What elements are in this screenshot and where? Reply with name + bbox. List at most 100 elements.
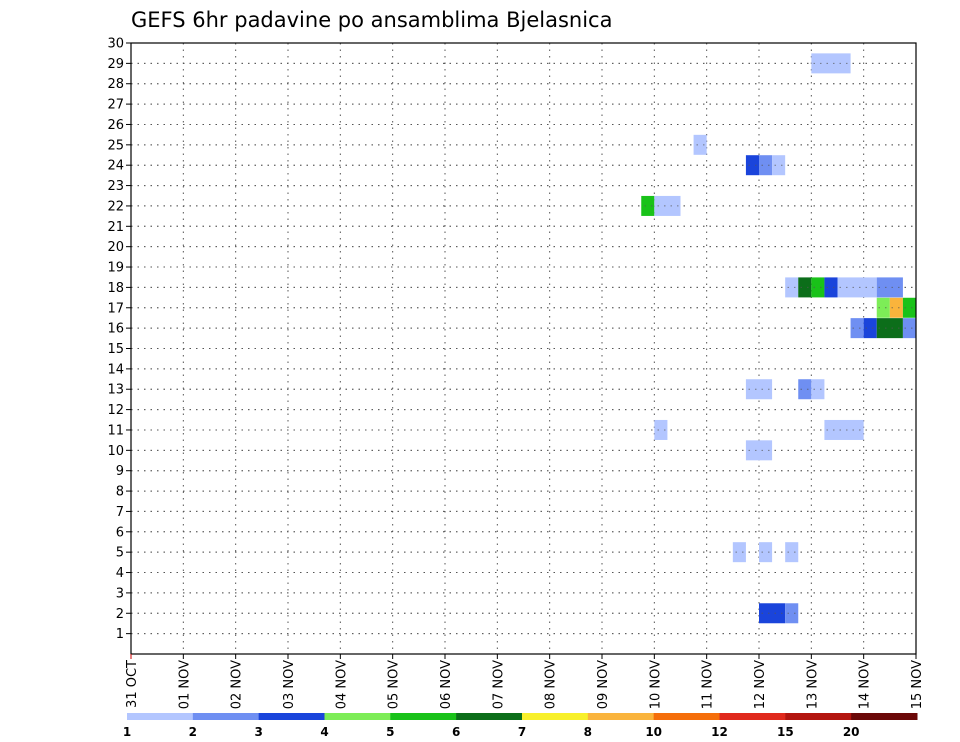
y-tick-label: 10 — [107, 444, 124, 459]
precip-cell — [889, 297, 903, 318]
precip-cell — [824, 419, 864, 440]
precip-cell — [732, 542, 746, 563]
precip-cell — [772, 155, 786, 176]
y-tick-label: 26 — [107, 118, 124, 133]
y-tick-label: 12 — [107, 403, 124, 418]
x-tick-label: 07 NOV — [491, 660, 506, 709]
y-tick-label: 5 — [116, 546, 124, 561]
colorbar-swatch — [390, 713, 457, 720]
precip-cell — [811, 53, 838, 74]
y-tick-label: 20 — [107, 240, 124, 255]
colorbar-swatch — [258, 713, 325, 720]
precip-cell — [654, 195, 681, 216]
x-tick-label: 01 NOV — [177, 660, 192, 709]
precip-cell — [759, 603, 786, 624]
x-tick-label: 10 NOV — [648, 660, 663, 709]
colorbar-swatch — [785, 713, 852, 720]
y-tick-label: 11 — [107, 423, 124, 438]
y-tick-label: 25 — [107, 138, 124, 153]
colorbar-swatch — [192, 713, 260, 720]
precip-cell — [902, 318, 916, 339]
y-axis: 1234567891011121314151617181920212223242… — [107, 37, 131, 642]
colorbar-label: 1 — [123, 725, 131, 739]
colorbar-label: 4 — [320, 725, 328, 739]
precip-cell — [785, 277, 799, 298]
precip-cell — [759, 155, 773, 176]
colorbar-label: 6 — [452, 725, 460, 739]
y-tick-label: 23 — [107, 179, 124, 194]
y-tick-label: 15 — [107, 342, 124, 357]
colorbar-swatch — [456, 713, 523, 720]
y-tick-label: 29 — [107, 57, 124, 72]
x-tick-label: 04 NOV — [334, 660, 349, 709]
y-tick-label: 16 — [107, 322, 124, 337]
y-tick-label: 21 — [107, 220, 124, 235]
x-tick-label: 08 NOV — [544, 660, 559, 709]
colorbar-label: 5 — [386, 725, 394, 739]
y-tick-label: 17 — [107, 301, 124, 316]
colorbar-label: 10 — [645, 725, 662, 739]
y-tick-label: 4 — [116, 566, 124, 581]
colorbar: 1 2 3 4 5 6 7 8 10 12 15 20 — [123, 713, 918, 739]
y-tick-label: 22 — [107, 199, 124, 214]
x-tick-label: 03 NOV — [282, 660, 297, 709]
chart-title: GEFS 6hr padavine po ansamblima Bjelasni… — [131, 8, 612, 32]
colorbar-swatch — [127, 713, 194, 720]
y-tick-label: 18 — [107, 281, 124, 296]
precip-cell — [759, 542, 773, 563]
y-tick-label: 13 — [107, 383, 124, 398]
colorbar-label: 15 — [777, 725, 794, 739]
precip-cell — [654, 419, 668, 440]
y-tick-label: 6 — [116, 525, 124, 540]
x-tick-label: 12 NOV — [753, 660, 768, 709]
precip-cell — [745, 379, 773, 400]
precip-cell — [745, 155, 759, 176]
precip-cell — [876, 318, 903, 339]
precip-cell — [876, 297, 890, 318]
precip-cell — [745, 440, 773, 461]
precip-cell — [902, 297, 916, 318]
y-tick-label: 8 — [116, 485, 124, 500]
precip-cell — [850, 318, 864, 339]
y-tick-label: 9 — [116, 464, 124, 479]
y-tick-label: 1 — [116, 627, 124, 642]
precip-cell — [798, 277, 812, 298]
y-tick-label: 27 — [107, 98, 124, 113]
x-tick-label: 14 NOV — [858, 660, 873, 709]
x-tick-label: 13 NOV — [805, 660, 820, 709]
precip-cell — [785, 542, 799, 563]
colorbar-swatch — [587, 713, 655, 720]
colorbar-swatch — [851, 713, 918, 720]
x-tick-label: 15 NOV — [910, 660, 925, 709]
y-tick-label: 28 — [107, 77, 124, 92]
x-tick-label: 05 NOV — [387, 660, 402, 709]
colorbar-swatch — [719, 713, 786, 720]
precip-cell — [837, 53, 851, 74]
colorbar-swatch — [522, 713, 589, 720]
precipitation-cells — [131, 42, 916, 635]
colorbar-swatch — [653, 713, 720, 720]
x-tick-label: 06 NOV — [439, 660, 454, 709]
x-axis: 31 OCT 01 NOV 02 NOV 03 NOV 04 NOV 05 NOV 06 N… — [125, 654, 925, 709]
precip-cell — [811, 277, 825, 298]
y-tick-label: 30 — [107, 37, 124, 52]
y-tick-label: 24 — [107, 159, 124, 174]
precip-cell — [876, 277, 903, 298]
precip-cell — [798, 379, 812, 400]
precip-cell — [641, 195, 655, 216]
precip-cell — [863, 318, 877, 339]
colorbar-label: 7 — [518, 725, 526, 739]
x-tick-label: 31 OCT — [125, 660, 140, 708]
precip-cell — [785, 603, 799, 624]
colorbar-swatch — [324, 713, 391, 720]
y-tick-label: 7 — [116, 505, 124, 520]
precip-cell — [837, 277, 877, 298]
x-tick-label: 11 NOV — [701, 660, 716, 709]
colorbar-label: 20 — [843, 725, 860, 739]
precip-cell — [811, 379, 825, 400]
x-tick-label: 09 NOV — [596, 660, 611, 709]
colorbar-label: 2 — [189, 725, 197, 739]
colorbar-label: 3 — [254, 725, 262, 739]
y-tick-label: 19 — [107, 261, 124, 276]
